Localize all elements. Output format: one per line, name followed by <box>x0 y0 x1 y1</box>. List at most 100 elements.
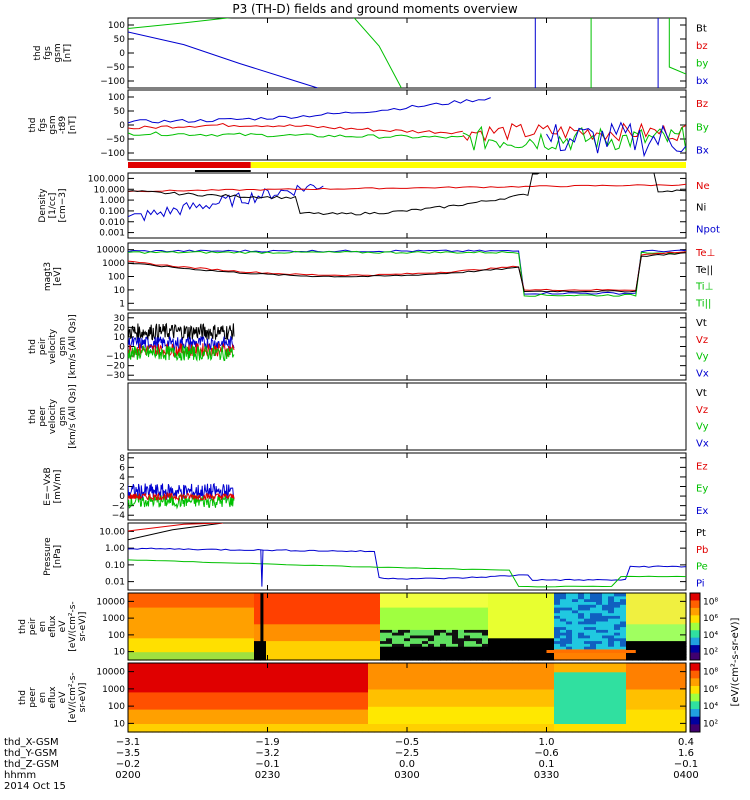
y-tick-label: 50 <box>114 107 126 117</box>
legend-peir_vel-Vy: Vy <box>696 352 709 363</box>
colorbar-segment <box>690 622 700 631</box>
footer-value: 0400 <box>673 770 699 781</box>
legend-pressure-Pi: Pi <box>696 578 705 589</box>
y-axis-label-peer_spec: thd peer en eflux eV [eV/(cm²-s-sr-eV)] <box>18 672 88 722</box>
colorbar-segment <box>690 701 700 710</box>
colorbar-segment <box>690 686 700 695</box>
y-tick-label: −20 <box>106 362 125 372</box>
footer-row-hhmm: hhmm <box>4 770 37 781</box>
y-tick-label: 1.000 <box>99 196 125 206</box>
y-tick-label: 10000 <box>96 246 125 256</box>
y-tick-label: 0.100 <box>99 207 125 217</box>
series-By <box>128 131 463 139</box>
y-tick-label: 0.01 <box>105 578 125 588</box>
footer-value: 0.1 <box>538 759 555 770</box>
legend-temp-Ti⊥: Ti⊥ <box>695 282 713 293</box>
colorbar-segment <box>690 709 700 718</box>
y-tick-label: 100 <box>108 93 125 103</box>
colorbar-segment <box>690 645 700 654</box>
legend-temp-Ti||: Ti|| <box>695 298 711 309</box>
y-axis-label-line: gsm <box>48 115 58 134</box>
y-axis-label-peir_vel: thd peir velocity gsm [km/s (All Qs)] <box>28 314 78 378</box>
series-Te-par <box>128 252 686 293</box>
series-Ey <box>128 493 235 510</box>
y-tick-label: 10 <box>114 333 126 343</box>
y-axis-label-line: fgs <box>38 118 48 132</box>
y-tick-label: −100 <box>100 77 125 87</box>
y-axis-label-line: eV <box>58 620 68 633</box>
legend-fgs-by: by <box>696 59 708 70</box>
y-tick-label: 1000 <box>102 614 125 624</box>
y-axis-label-pressure: Pressure [nPa] <box>43 537 63 576</box>
y-axis-label-line: thd <box>18 690 28 705</box>
legend-pressure-Pe: Pe <box>696 562 708 573</box>
colorbar-frame <box>689 592 701 661</box>
footer-value: −2.5 <box>394 748 420 759</box>
series-Bz <box>128 122 463 135</box>
y-axis-label-line: peer <box>38 406 48 427</box>
series-Bx <box>128 97 491 124</box>
y-axis-label-temp: magt3 [eV] <box>43 262 63 291</box>
panel-frame-fgs <box>127 17 687 89</box>
legend-efield-Ey: Ey <box>696 484 708 495</box>
y-axis-label-line: eflux <box>48 615 58 638</box>
series-Te-perp <box>128 251 686 291</box>
y-tick-label: 100 <box>108 702 125 712</box>
colorbar-segment <box>690 630 700 639</box>
footer-column: −1.9 −3.2 −0.1 0230 <box>238 737 298 781</box>
series-Bx-2 <box>546 121 686 158</box>
y-tick-label: 0 <box>119 343 125 353</box>
y-tick-label: 10 <box>114 648 126 658</box>
y-axis-label-line: -t89 <box>58 116 68 135</box>
colorbar-tick: 10⁸ <box>703 668 718 678</box>
footer-value: 0200 <box>115 770 141 781</box>
footer-row-y: thd_Y-GSM <box>4 748 58 759</box>
y-tick-label: 10.00 <box>99 527 125 537</box>
colorbar-segment <box>690 670 700 679</box>
series-Pi-spike <box>260 549 264 587</box>
series-Npot <box>128 183 324 222</box>
series-Pb <box>128 523 223 532</box>
y-tick-label: 0 <box>119 121 125 131</box>
colorbar-tick: 10² <box>703 719 718 729</box>
colorbar-segment <box>690 652 700 661</box>
y-tick-label: 6 <box>119 463 125 473</box>
y-tick-label: 50 <box>114 35 126 45</box>
mode-bar-slow <box>128 162 251 168</box>
colorbar-tick: 10⁴ <box>703 631 718 641</box>
y-axis-label-line: [eV] <box>53 267 63 286</box>
y-axis-label-line: peir <box>38 337 48 355</box>
y-axis-label-line: gsm <box>58 337 68 356</box>
footer-value: −1.9 <box>255 737 280 748</box>
spectrogram-band <box>546 650 636 653</box>
chart-title: P3 (TH-D) fields and ground moments over… <box>232 2 518 16</box>
y-tick-label: 10000 <box>96 597 125 607</box>
footer-value: −0.6 <box>534 748 559 759</box>
footer-row-date: 2014 Oct 15 <box>4 781 66 792</box>
y-axis-label-line: gsm <box>53 43 63 62</box>
y-tick-label: 0 <box>119 492 125 502</box>
y-axis-label-fgs: thd fgs gsm [nT] <box>33 43 73 62</box>
y-tick-label: 10 <box>114 286 126 296</box>
legend-peer_vel-Vt: Vt <box>696 388 707 399</box>
y-tick-label: 1.00 <box>105 544 125 554</box>
y-axis-label-line: peir <box>28 617 38 635</box>
y-axis-label-line: [nPa] <box>53 545 63 568</box>
y-axis-label-fgs_t89: thd fgs gsm -t89 [nT] <box>28 115 78 134</box>
series-Bz-2 <box>462 122 686 142</box>
y-axis-label-line: eflux <box>48 686 58 709</box>
y-axis-label-line: fgs <box>43 46 53 60</box>
y-axis-label-line: [eV/(cm²-s- <box>68 601 78 651</box>
series-Ti-perp <box>128 249 686 295</box>
panel-frame-peir_vel <box>127 312 687 381</box>
y-tick-label: −4 <box>112 511 126 521</box>
y-axis-label-line: peer <box>28 687 38 708</box>
series-Ne <box>128 183 686 193</box>
y-tick-label: 4 <box>119 473 125 483</box>
footer-row-z: thd_Z-GSM <box>4 759 59 770</box>
y-axis-label-line: thd <box>33 46 43 61</box>
colorbar-segment <box>690 600 700 609</box>
y-axis-label-line: velocity <box>48 398 58 434</box>
legend-efield-Ez: Ez <box>696 461 708 472</box>
